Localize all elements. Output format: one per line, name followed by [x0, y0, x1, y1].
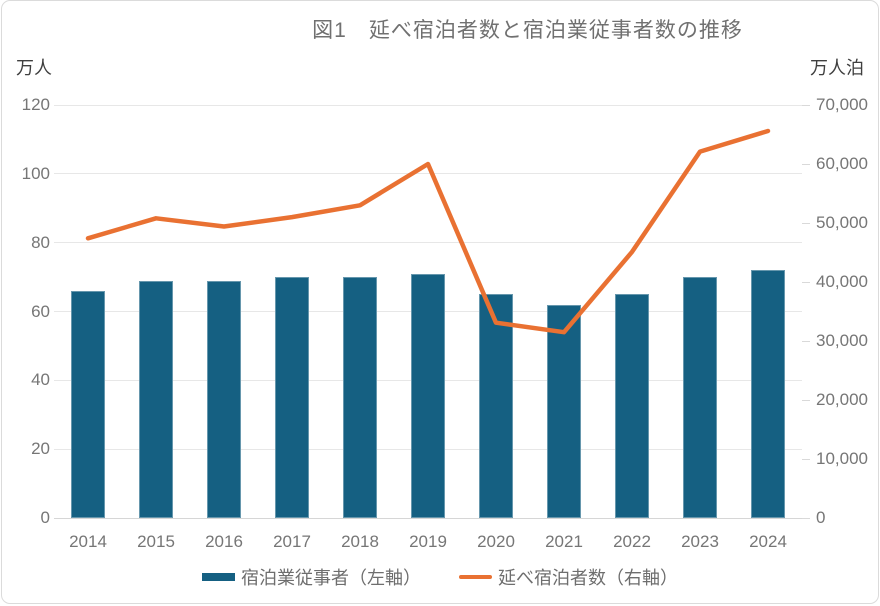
right-axis-tick-label: 40,000	[816, 272, 868, 291]
chart-title: 図1 延べ宿泊者数と宿泊業従事者数の推移	[312, 19, 743, 42]
legend-label: 宿泊業従事者（左軸）	[241, 568, 421, 588]
left-axis-tick-label: 80	[31, 232, 50, 252]
x-axis-label-2015: 2015	[137, 532, 175, 551]
right-axis-unit-label: 万人泊	[810, 58, 864, 78]
left-axis-tick-label: 0	[40, 508, 50, 527]
x-axis-label-2019: 2019	[409, 532, 447, 551]
gridline	[54, 173, 802, 175]
right-axis-tick-label: 10,000	[816, 449, 868, 468]
bar-2024	[751, 270, 785, 518]
x-axis-label-2016: 2016	[205, 532, 243, 551]
line-series-path	[85, 128, 771, 335]
gridline	[54, 104, 802, 106]
right-axis-tick-label: 0	[816, 508, 826, 527]
right-axis-tick-mark	[802, 399, 810, 401]
right-axis-tick-mark	[802, 458, 810, 460]
left-axis-tick-label: 120	[21, 95, 50, 114]
legend-line-swatch	[459, 575, 492, 579]
x-axis-label-2021: 2021	[545, 532, 583, 551]
bar-2016	[207, 280, 241, 518]
bar-2021	[547, 304, 581, 518]
right-axis-tick-label: 50,000	[816, 213, 868, 232]
bar-2017	[275, 277, 309, 518]
legend-bar-swatch	[202, 573, 235, 581]
right-axis-tick-mark	[802, 517, 810, 519]
left-axis-tick-label: 20	[31, 439, 50, 459]
legend: 宿泊業従事者（左軸） 延べ宿泊者数（右軸）	[2, 565, 878, 589]
bar-2019	[411, 273, 445, 518]
bar-2020	[479, 294, 513, 518]
right-axis-tick-label: 60,000	[816, 154, 868, 173]
right-axis-tick-mark	[802, 222, 810, 224]
right-axis-tick-mark	[802, 104, 810, 106]
gridline	[54, 242, 802, 244]
right-axis-tick-label: 30,000	[816, 331, 868, 350]
right-axis-tick-mark	[802, 163, 810, 165]
bar-2023	[683, 277, 717, 518]
bar-2015	[139, 280, 173, 518]
x-axis-label-2024: 2024	[749, 532, 787, 551]
bar-2014	[71, 290, 105, 518]
right-axis-tick-label: 70,000	[816, 95, 868, 114]
x-axis-label-2020: 2020	[477, 532, 515, 551]
left-axis-tick-label: 60	[31, 301, 50, 321]
gridline	[54, 517, 802, 519]
left-axis-tick-label: 40	[31, 370, 50, 390]
right-axis-tick-mark	[802, 281, 810, 283]
x-axis-label-2023: 2023	[681, 532, 719, 551]
right-axis-tick-mark	[802, 340, 810, 342]
left-axis-unit-label: 万人	[16, 58, 52, 78]
legend-item-bar: 宿泊業従事者（左軸）	[202, 564, 421, 590]
bar-2022	[615, 294, 649, 518]
legend-label: 延べ宿泊者数（右軸）	[498, 568, 678, 588]
line-series-layer	[85, 128, 771, 335]
x-axis-label-2022: 2022	[613, 532, 651, 551]
bar-2018	[343, 277, 377, 518]
x-axis-label-2014: 2014	[69, 532, 107, 551]
legend-item-line: 延べ宿泊者数（右軸）	[459, 564, 678, 590]
bar-series-layer	[54, 105, 802, 518]
x-axis-label-2017: 2017	[273, 532, 311, 551]
left-axis-tick-label: 100	[21, 163, 50, 183]
right-axis-tick-label: 20,000	[816, 390, 868, 409]
x-axis-label-2018: 2018	[341, 532, 379, 551]
